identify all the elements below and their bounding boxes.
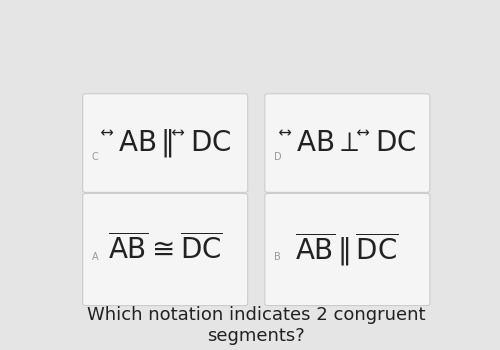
Text: $\mathrm{\overleftrightarrow{AB}}\perp\mathrm{\overleftrightarrow{DC}}$: $\mathrm{\overleftrightarrow{AB}}\perp\m… [278, 129, 416, 157]
Text: A: A [92, 252, 98, 262]
Text: $\mathrm{\overleftrightarrow{AB}}\,\|\,\mathrm{\overleftrightarrow{DC}}$: $\mathrm{\overleftrightarrow{AB}}\,\|\,\… [100, 127, 231, 159]
FancyBboxPatch shape [82, 94, 247, 193]
FancyBboxPatch shape [82, 194, 247, 306]
Text: $\mathrm{\overline{AB}}\,\|\,\mathrm{\overline{DC}}$: $\mathrm{\overline{AB}}\,\|\,\mathrm{\ov… [296, 231, 399, 268]
Text: C: C [92, 153, 98, 162]
FancyBboxPatch shape [265, 194, 430, 306]
Text: D: D [274, 153, 281, 162]
Text: Which notation indicates 2 congruent
segments?: Which notation indicates 2 congruent seg… [87, 306, 426, 345]
Text: B: B [274, 252, 280, 262]
Text: $\mathrm{\overline{AB}}\cong\mathrm{\overline{DC}}$: $\mathrm{\overline{AB}}\cong\mathrm{\ove… [108, 234, 222, 265]
FancyBboxPatch shape [265, 94, 430, 193]
